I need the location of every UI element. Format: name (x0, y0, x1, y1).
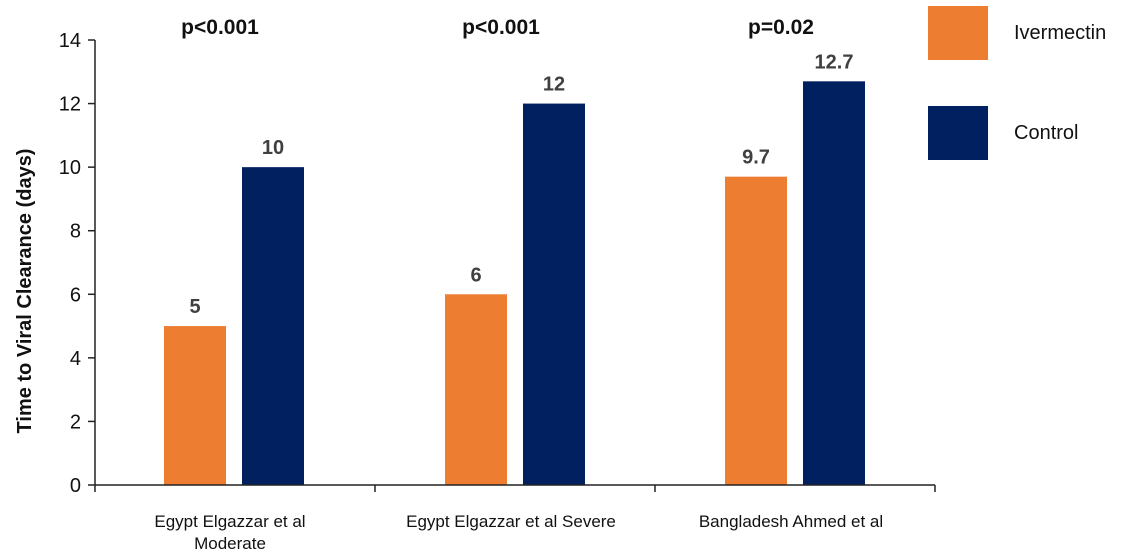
bar-value-label-control: 12.7 (815, 51, 854, 73)
bar-value-label-ivermectin: 6 (470, 264, 481, 286)
bar-ivermectin (725, 176, 787, 485)
bar-value-label-ivermectin: 5 (189, 296, 200, 318)
bar-value-label-ivermectin: 9.7 (742, 147, 770, 169)
legend-label-control: Control (1014, 121, 1079, 144)
y-axis-label: Time to Viral Clearance (days) (14, 149, 36, 434)
legend-label-ivermectin: Ivermectin (1014, 21, 1107, 44)
x-category-label: Egypt Elgazzar et al Severe (406, 512, 616, 531)
bar-value-label-control: 12 (543, 74, 565, 96)
bar-ivermectin (445, 294, 507, 485)
legend-swatch-control (928, 106, 988, 160)
y-tick-label: 8 (70, 221, 81, 243)
y-tick-label: 2 (70, 411, 81, 433)
bars (164, 81, 865, 486)
legend-item-control: Control (928, 106, 1078, 160)
x-category-label: Bangladesh Ahmed et al (699, 512, 883, 531)
x-axis (94, 484, 936, 492)
x-category-label: Egypt Elgazzar et al (154, 512, 305, 531)
x-category-label: Moderate (194, 534, 266, 553)
bar-ivermectin (164, 326, 226, 485)
legend-swatch-ivermectin (928, 6, 988, 60)
bar-control (523, 103, 585, 486)
y-tick-label: 6 (70, 284, 81, 306)
p-value-annotations: p<0.001 p<0.001 p=0.02 (181, 16, 814, 39)
y-tick-label: 4 (70, 348, 81, 370)
bar-control (242, 167, 304, 485)
y-axis-label-group: Time to Viral Clearance (days) (14, 149, 36, 434)
y-tick-label: 0 (70, 475, 81, 497)
bar-value-labels: 5 6 9.7 10 12 12.7 (189, 51, 853, 318)
y-tick-label: 10 (59, 157, 81, 179)
legend-item-ivermectin: Ivermectin (928, 6, 1106, 60)
p-value-annotation: p=0.02 (748, 16, 814, 39)
y-axis-ticks: 0 2 4 6 8 10 12 14 (59, 30, 96, 497)
x-axis-category-labels: Egypt Elgazzar et al Moderate Egypt Elgazz… (154, 512, 883, 553)
y-tick-label: 14 (59, 30, 81, 52)
p-value-annotation: p<0.001 (181, 16, 259, 39)
y-tick-label: 12 (59, 94, 81, 116)
bar-value-label-control: 10 (262, 137, 284, 159)
p-value-annotation: p<0.001 (462, 16, 540, 39)
bar-control (803, 81, 865, 486)
